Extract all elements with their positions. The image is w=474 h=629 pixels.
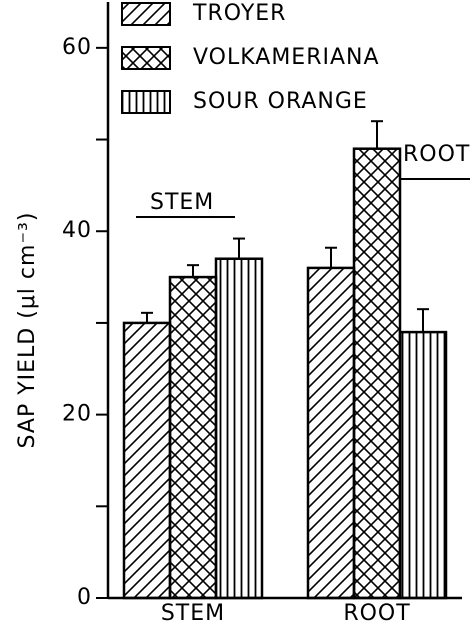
x-tick-label: ROOT	[343, 601, 410, 626]
annotation: ROOT	[403, 142, 470, 167]
y-axis-label: SAP YIELD (μl cm⁻³)	[15, 212, 40, 449]
legend-label: TROYER	[192, 1, 286, 26]
y-tick-label: 20	[62, 402, 92, 427]
legend-swatch	[121, 2, 171, 26]
bar	[352, 147, 402, 600]
bar	[122, 321, 172, 600]
bar	[168, 275, 218, 600]
x-tick-label: STEM	[161, 601, 225, 626]
legend-swatch	[121, 46, 171, 70]
legend-label: VOLKAMERIANA	[193, 45, 380, 70]
legend-swatch	[121, 90, 171, 114]
legend-label: SOUR ORANGE	[193, 89, 368, 114]
bar	[214, 257, 264, 600]
y-tick-label: 40	[62, 218, 92, 243]
bar	[306, 266, 356, 600]
bar	[398, 330, 448, 600]
y-tick-label: 60	[62, 35, 92, 60]
y-tick-label: 0	[77, 585, 92, 610]
annotation: STEM	[150, 190, 214, 215]
